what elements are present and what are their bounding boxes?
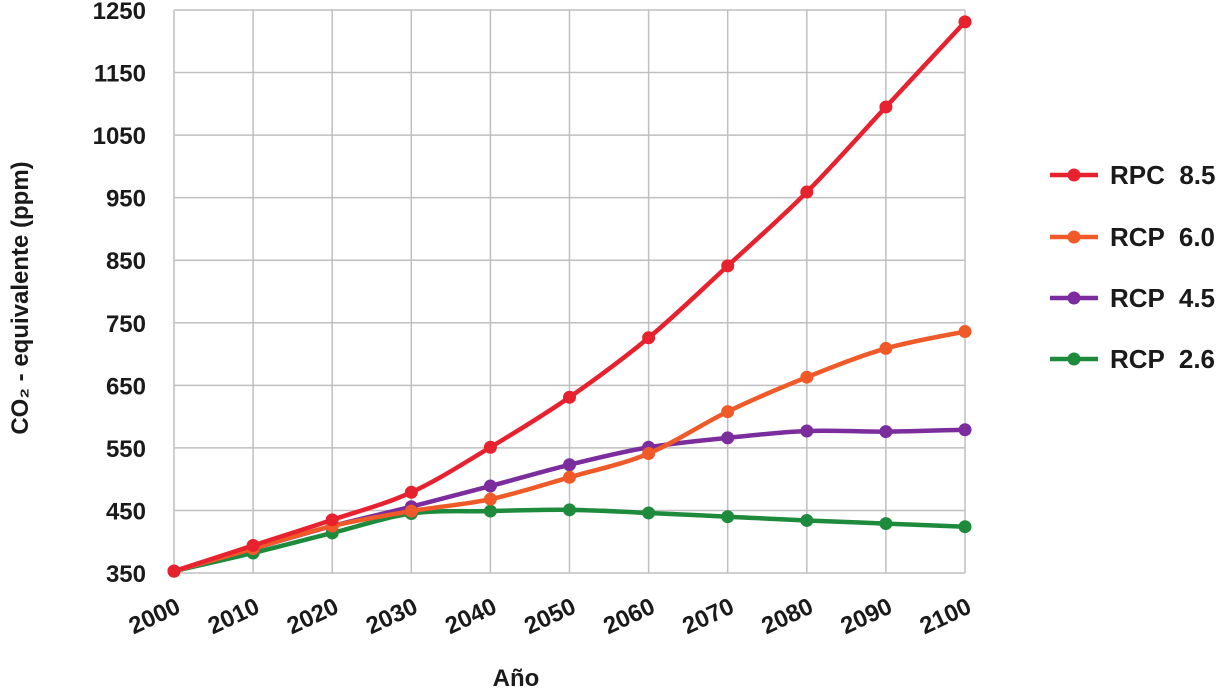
y-axis-title: CO₂ - equivalente (ppm) [7,161,34,434]
data-point [879,341,893,355]
x-tick-label: 2090 [837,593,897,640]
legend-item: RCP 6.0 [1050,222,1215,252]
data-point [563,470,576,484]
data-point [404,485,418,499]
legend-label: RCP 4.5 [1110,283,1215,313]
x-tick-label: 2070 [678,593,738,640]
y-tick-label: 950 [106,186,146,213]
y-tick-label: 650 [106,373,146,400]
data-point [958,325,972,339]
x-axis-title: Año [493,665,540,691]
data-point [483,479,497,493]
legend-item: RCP 2.6 [1050,344,1215,374]
data-point [563,503,576,517]
x-tick-label: 2040 [441,593,501,640]
data-point [879,425,893,439]
data-point [879,100,893,114]
data-point [879,517,893,531]
data-point [483,504,497,518]
y-tick-label: 1250 [93,0,146,25]
y-tick-label: 850 [106,248,146,275]
data-point [325,513,339,527]
data-point [483,492,497,506]
x-tick-label: 2010 [204,593,264,640]
legend-label: RCP 6.0 [1110,222,1215,252]
data-point [721,405,735,419]
x-tick-label: 2050 [520,593,580,640]
x-tick-label: 2060 [599,593,659,640]
data-point [642,506,656,520]
x-tick-label: 2030 [362,593,422,640]
x-axis-ticks: 2000 2010 2020 2030 2040 2050 2060 2070 2080 2090… [125,593,976,640]
legend-item: RCP 4.5 [1050,283,1215,313]
data-point [721,431,735,445]
series-lines [167,15,972,578]
data-point [563,390,576,404]
data-point [167,564,181,578]
legend: RPC 8.5 RCP 6.0 RCP 4.5 RCP 2.6 [1050,160,1216,374]
data-point [958,423,972,437]
y-tick-label: 550 [106,436,146,463]
data-point [800,370,814,384]
data-point [800,513,814,527]
data-point [483,440,497,454]
y-tick-label: 350 [106,561,146,588]
legend-swatch-marker [1067,291,1081,305]
legend-item: RPC 8.5 [1050,160,1216,190]
legend-swatch-marker [1067,352,1081,366]
legend-swatch-marker [1067,230,1081,244]
data-point [246,538,260,552]
data-point [721,510,735,524]
series-line [171,19,968,574]
x-tick-label: 2020 [283,593,343,640]
grid [173,9,966,574]
y-tick-label: 750 [106,311,146,338]
data-point [958,520,972,534]
legend-swatch-marker [1067,168,1081,182]
data-point [642,331,656,345]
legend-label: RCP 2.6 [1110,344,1215,374]
y-axis-ticks: 350 450 550 650 750 850 950 1050 1150 1250 [93,0,146,588]
y-tick-label: 1150 [94,61,146,88]
data-point [800,424,814,438]
data-point [404,504,418,518]
y-tick-label: 450 [106,498,146,525]
x-tick-label: 2100 [916,593,976,640]
data-point [800,185,814,199]
data-point [958,15,972,29]
data-point [642,447,656,461]
x-tick-label: 2080 [758,593,818,640]
y-tick-label: 1050 [93,123,146,150]
series-rpc-8.5 [167,15,972,578]
data-point [563,458,576,472]
x-tick-label: 2000 [125,593,185,640]
legend-label: RPC 8.5 [1110,160,1216,190]
data-point [721,259,735,273]
